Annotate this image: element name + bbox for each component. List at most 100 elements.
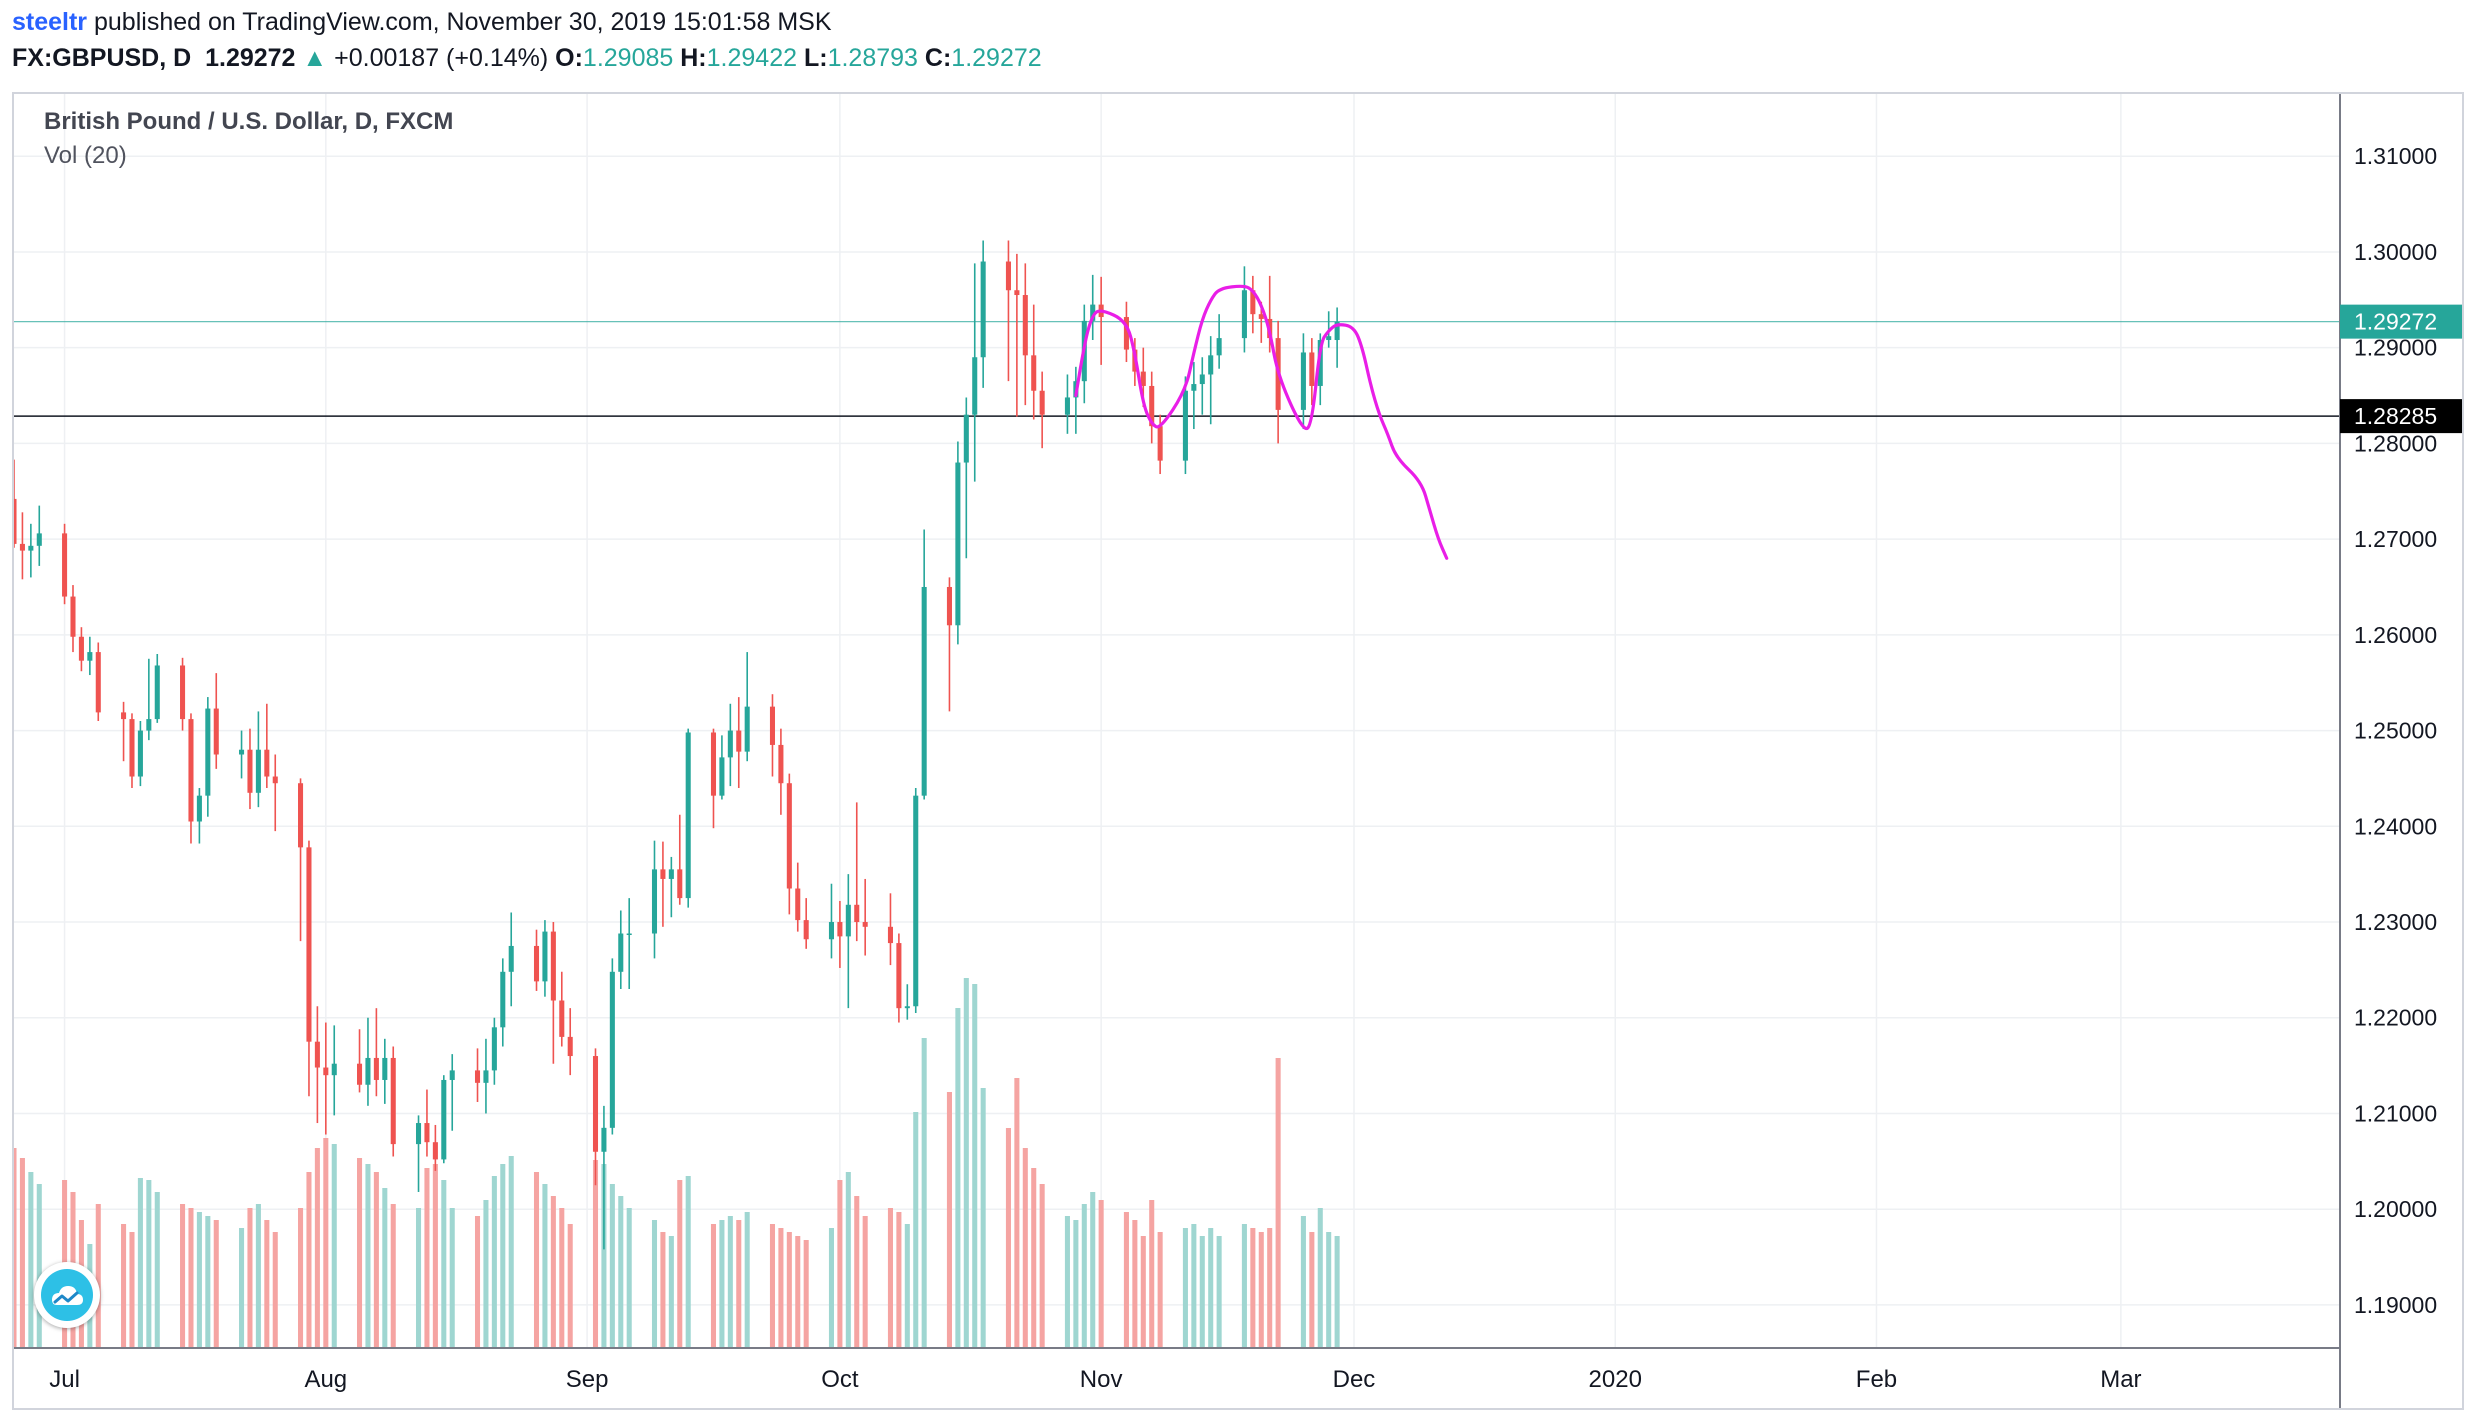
candle-body xyxy=(121,712,127,720)
x-tick-label: 2020 xyxy=(1589,1366,1642,1393)
candle-body xyxy=(550,931,556,1001)
candle xyxy=(1250,275,1256,334)
volume-bar xyxy=(205,1216,211,1348)
volume-bar xyxy=(803,1240,809,1348)
candle-body xyxy=(972,357,978,415)
candle-body xyxy=(1241,290,1247,339)
volume-bar xyxy=(904,1224,910,1348)
volume-bar xyxy=(963,978,969,1348)
x-tick-label: Oct xyxy=(821,1366,859,1393)
volume-bar xyxy=(660,1232,666,1348)
candle-body xyxy=(365,1057,371,1085)
candle xyxy=(550,922,556,1064)
candle xyxy=(1039,371,1045,449)
candle xyxy=(1149,371,1155,444)
x-tick-label: Feb xyxy=(1856,1366,1897,1393)
volume-bar xyxy=(845,1172,851,1348)
candle-body xyxy=(567,1036,573,1057)
volume-bar xyxy=(828,1228,834,1348)
candle xyxy=(1275,320,1281,444)
candle xyxy=(668,856,674,918)
volume-bar xyxy=(19,1158,25,1348)
candle-body xyxy=(1005,261,1011,291)
open-label: O: xyxy=(555,44,583,72)
author-link[interactable]: steeltr xyxy=(12,8,88,36)
candle-body xyxy=(1014,290,1020,296)
tradingview-logo[interactable] xyxy=(34,1262,100,1328)
candle xyxy=(559,971,565,1047)
candle xyxy=(946,577,952,712)
price-chart[interactable]: 1.31000 1.30000 1.29000 1.28000 1.27000 1.260… xyxy=(14,94,2462,1408)
volume-bar xyxy=(668,1236,674,1348)
candle xyxy=(963,397,969,559)
freehand-drawing[interactable] xyxy=(1074,284,1449,560)
volume-bar xyxy=(837,1180,843,1348)
chart-frame[interactable]: 1.31000 1.30000 1.29000 1.28000 1.27000 1.260… xyxy=(12,92,2464,1410)
candle-body xyxy=(62,533,68,597)
candle-body xyxy=(601,1127,607,1152)
candle-body xyxy=(559,1000,565,1037)
volume-bar xyxy=(677,1180,683,1348)
candle-body xyxy=(508,945,514,972)
volume-bar xyxy=(424,1168,430,1348)
candle xyxy=(1199,357,1205,415)
volume-bar xyxy=(559,1208,565,1348)
volume-bar xyxy=(483,1200,489,1348)
y-tick-label: 1.22000 xyxy=(2354,1005,2437,1031)
candle-body xyxy=(441,1079,447,1160)
candle-body xyxy=(660,869,666,879)
horizontal-line[interactable] xyxy=(14,321,2340,417)
price-tag-label: 1.29272 xyxy=(2354,309,2437,335)
volume-bar xyxy=(862,1216,868,1348)
candle xyxy=(415,1115,422,1192)
candle-body xyxy=(28,545,34,551)
volume-bar xyxy=(1081,1204,1087,1348)
volume-bar xyxy=(213,1220,219,1348)
low-label: L: xyxy=(803,44,828,72)
volume-bar xyxy=(255,1204,261,1348)
candle-body xyxy=(1182,390,1188,461)
volume-bar xyxy=(946,1092,952,1348)
volume-bar xyxy=(95,1204,101,1348)
candle xyxy=(272,754,278,832)
volume-bar xyxy=(1216,1236,1222,1348)
volume-bar xyxy=(710,1224,717,1348)
volume-bar xyxy=(121,1224,127,1348)
candle-body xyxy=(129,719,135,777)
candle-body xyxy=(373,1057,379,1080)
close-value: 1.29272 xyxy=(951,44,1042,72)
candle xyxy=(685,728,691,908)
candle-body xyxy=(247,749,253,793)
candle xyxy=(1090,274,1096,341)
high-label: H: xyxy=(680,44,707,72)
candle xyxy=(567,1008,573,1076)
candle xyxy=(795,862,801,932)
volume-bar xyxy=(769,1224,776,1348)
volume-bar xyxy=(154,1192,160,1348)
candle xyxy=(1064,374,1070,434)
volume-bar xyxy=(1132,1220,1138,1348)
last-price: 1.29272 xyxy=(205,44,296,72)
candle-body xyxy=(592,1056,599,1152)
candle xyxy=(129,713,135,789)
volume-bar xyxy=(736,1220,742,1348)
candle-body xyxy=(331,1063,337,1076)
volume-bar xyxy=(306,1172,312,1348)
candle xyxy=(727,703,733,787)
candle-body xyxy=(146,719,152,731)
volume-bar xyxy=(1275,1058,1281,1348)
candle xyxy=(239,730,245,779)
volume-bar xyxy=(972,984,978,1348)
volume-bar xyxy=(854,1196,860,1348)
candle-body xyxy=(862,922,868,927)
candle-body xyxy=(298,783,304,848)
volume-bar xyxy=(609,1184,615,1348)
volume-bar xyxy=(685,1176,691,1348)
volume-bar xyxy=(1267,1228,1273,1348)
candle xyxy=(180,657,186,731)
y-tick-label: 1.26000 xyxy=(2354,622,2437,648)
volume-bar xyxy=(180,1204,186,1348)
candle xyxy=(1216,314,1222,369)
candle-body xyxy=(196,795,202,822)
candle-body xyxy=(828,922,834,940)
